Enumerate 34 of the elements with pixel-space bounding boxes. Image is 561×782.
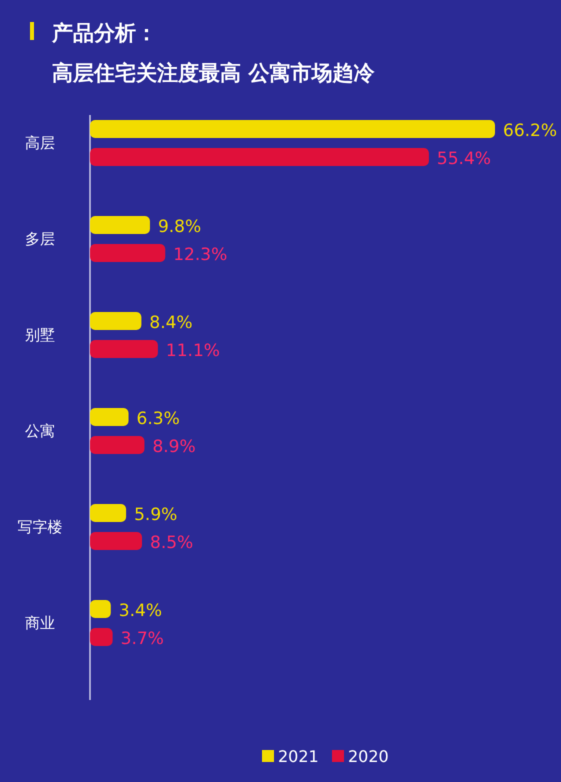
data-label: 11.1% xyxy=(166,341,220,361)
bar xyxy=(90,148,429,166)
bar xyxy=(90,628,113,646)
y-tick-label: 商业 xyxy=(25,614,55,632)
bar xyxy=(90,312,142,330)
bar xyxy=(90,216,150,234)
data-label: 66.2% xyxy=(503,121,558,141)
legend-label: 2020 xyxy=(348,747,389,766)
bar xyxy=(90,120,495,138)
data-label: 5.9% xyxy=(134,505,178,525)
data-label: 8.4% xyxy=(149,313,193,333)
bar xyxy=(90,532,142,550)
y-tick-label: 高层 xyxy=(25,134,55,152)
data-label: 8.9% xyxy=(152,437,196,457)
y-tick-label: 写字楼 xyxy=(18,518,62,536)
chart-title: 产品分析： xyxy=(51,21,157,45)
y-tick-label: 多层 xyxy=(25,230,55,248)
bar xyxy=(90,408,129,426)
y-tick-label: 公寓 xyxy=(25,422,55,440)
y-tick-label: 别墅 xyxy=(25,326,55,344)
bar xyxy=(90,340,158,358)
data-label: 8.5% xyxy=(150,533,194,553)
data-label: 55.4% xyxy=(436,149,491,169)
data-label: 3.7% xyxy=(120,629,164,649)
bar xyxy=(90,504,126,522)
data-label: 12.3% xyxy=(173,245,228,265)
bar xyxy=(90,436,144,454)
data-label: 9.8% xyxy=(158,217,202,237)
data-label: 3.4% xyxy=(118,601,162,621)
legend-label: 2021 xyxy=(278,747,319,766)
data-label: 6.3% xyxy=(136,409,180,429)
chart-subtitle: 高层住宅关注度最高 公寓市场趋冷 xyxy=(52,61,376,85)
bar xyxy=(90,600,111,618)
bar xyxy=(90,244,166,262)
